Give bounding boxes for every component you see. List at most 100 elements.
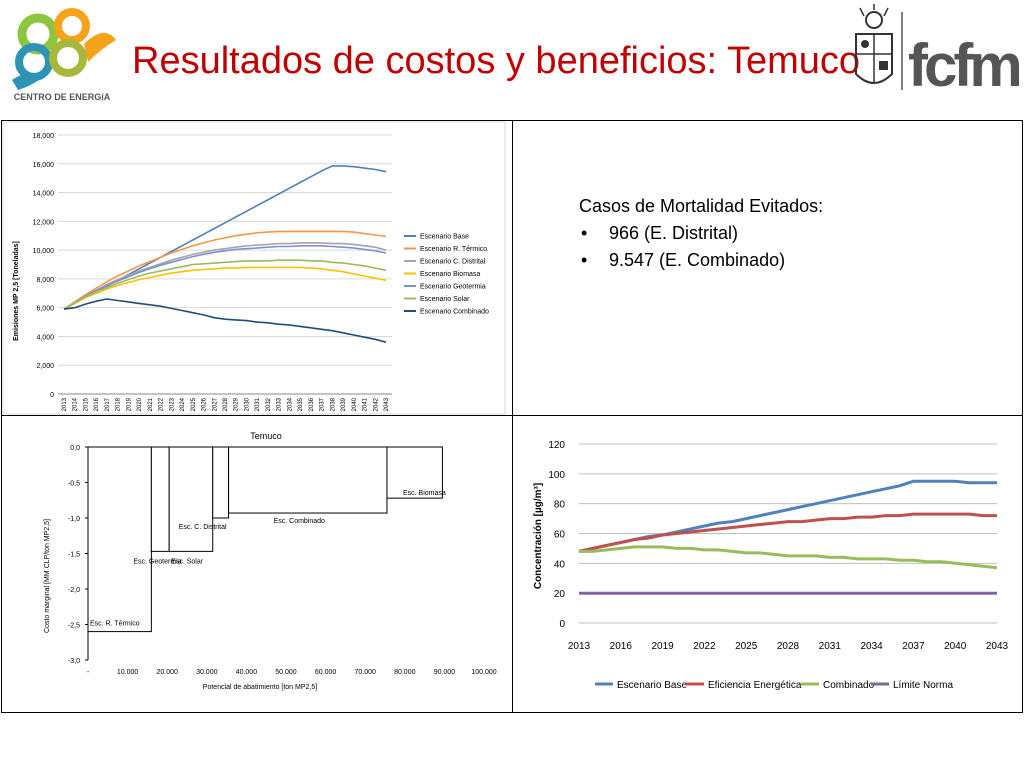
x-tick-label: 2043 bbox=[986, 641, 1009, 652]
mac-bar bbox=[386, 446, 443, 499]
x-tick-label: 2036 bbox=[309, 397, 315, 411]
y-tick-label: 120 bbox=[548, 440, 565, 451]
y-tick-label: -2,5 bbox=[68, 623, 80, 630]
legend-label: Escenario C. Distrital bbox=[420, 259, 486, 266]
series-line bbox=[63, 242, 387, 310]
series-line bbox=[578, 512, 997, 553]
x-tick-label: 2031 bbox=[255, 397, 261, 411]
x-tick-label: 2022 bbox=[693, 641, 716, 652]
y-tick-label: 2,000 bbox=[36, 363, 54, 370]
legend-label: Escenario Combinado bbox=[420, 309, 489, 316]
x-tick-label: 2023 bbox=[169, 397, 175, 411]
y-tick-label: 16,000 bbox=[33, 162, 55, 169]
mac-bar bbox=[150, 446, 170, 552]
mortality-item: 9.547 (E. Combinado) bbox=[581, 247, 823, 274]
y-tick-label: 80 bbox=[554, 500, 566, 511]
x-tick-label: 100.000 bbox=[471, 669, 496, 676]
x-tick-label: 10.000 bbox=[117, 669, 139, 676]
x-tick-label: 2028 bbox=[777, 641, 800, 652]
x-tick-label: 2016 bbox=[94, 397, 100, 411]
x-tick-label: 2016 bbox=[610, 641, 633, 652]
legend-label: Límite Norma bbox=[893, 680, 953, 691]
x-tick-label: 2029 bbox=[234, 397, 240, 411]
x-tick-label: 2025 bbox=[735, 641, 758, 652]
mortality-item: 966 (E. Distrital) bbox=[581, 220, 823, 247]
series-line bbox=[63, 245, 387, 310]
mac-bar bbox=[87, 446, 152, 633]
y-tick-label: 10,000 bbox=[33, 248, 55, 255]
x-tick-label: 2028 bbox=[223, 397, 229, 411]
x-tick-label: 80.000 bbox=[394, 669, 416, 676]
y-tick-label: 18,000 bbox=[33, 133, 55, 140]
x-tick-label: 2025 bbox=[191, 397, 197, 411]
x-tick-label: 2037 bbox=[902, 641, 925, 652]
bar-label: Esc. Geotermia bbox=[133, 558, 181, 565]
x-tick-label: 40.000 bbox=[236, 669, 258, 676]
x-tick-label: 2021 bbox=[148, 397, 154, 411]
series-line bbox=[578, 479, 997, 553]
y-tick-label: 14,000 bbox=[33, 191, 55, 198]
concentration-chart-panel: 0 20 40 60 80 100 120 2013 2016 2019 2022 2025 2028… bbox=[512, 415, 1023, 713]
x-tick-label: 2017 bbox=[105, 397, 111, 411]
x-tick-label: 2019 bbox=[126, 397, 132, 411]
logo-left-text: CENTRO DE ENERGíA bbox=[14, 92, 111, 102]
fcfm-logo: fcfm bbox=[850, 4, 1023, 99]
mac-bar bbox=[212, 446, 230, 519]
x-tick-label: 70.000 bbox=[354, 669, 376, 676]
x-tick-label: 2027 bbox=[212, 397, 218, 411]
logo-right-text: fcfm bbox=[908, 32, 1019, 96]
emissions-chart: 0 2,000 4,000 6,000 8,000 10,000 12,000 14,000 1… bbox=[2, 121, 506, 415]
x-tick-label: 2040 bbox=[944, 641, 967, 652]
series-line bbox=[579, 545, 998, 570]
series-line bbox=[63, 259, 387, 310]
mortality-panel: Casos de Mortalidad Evitados: 966 (E. Di… bbox=[512, 120, 1023, 416]
x-tick-label: 2031 bbox=[819, 641, 842, 652]
mac-x-axis-label: Potencial de abatimiento [ton MP2,5] bbox=[203, 684, 317, 691]
legend-label: Escenario Solar bbox=[420, 296, 470, 303]
mac-chart-title: Temuco bbox=[250, 431, 282, 441]
y-tick-label: 20 bbox=[554, 589, 566, 600]
y-tick-label: 40 bbox=[554, 559, 566, 570]
y-tick-label: 8,000 bbox=[36, 277, 54, 284]
mac-chart: Temuco 0,0 -0,5 -1,0 -1,5 -2,0 -2,5 -3,0 - 10.0… bbox=[44, 431, 497, 691]
x-tick-label: 2038 bbox=[330, 397, 336, 411]
y-tick-label: 6,000 bbox=[36, 306, 54, 313]
legend-label: Escenario Base bbox=[617, 680, 687, 691]
bar-label: Esc. Combinado bbox=[274, 518, 325, 525]
x-tick-label: 2014 bbox=[73, 397, 79, 411]
x-tick-label: 60.000 bbox=[315, 669, 337, 676]
x-tick-label: 90.000 bbox=[434, 669, 456, 676]
x-tick-label: 2043 bbox=[384, 397, 390, 411]
x-tick-label: 20.000 bbox=[156, 669, 178, 676]
x-tick-label: 2040 bbox=[352, 397, 358, 411]
x-tick-label: 2034 bbox=[860, 641, 883, 652]
x-tick-label: 2015 bbox=[83, 397, 89, 411]
x-tick-label: 2018 bbox=[116, 397, 122, 411]
x-tick-label: 30.000 bbox=[196, 669, 218, 676]
x-tick-label: 50.000 bbox=[275, 669, 297, 676]
y-tick-label: 0 bbox=[50, 392, 54, 399]
x-tick-label: 2035 bbox=[298, 397, 304, 411]
x-tick-label: 2033 bbox=[277, 397, 283, 411]
slide-title: Resultados de costos y beneficios: Temuc… bbox=[132, 40, 861, 82]
bar-label: Esc. C. Distrital bbox=[179, 524, 227, 531]
centro-energia-logo: CENTRO DE ENERGíA bbox=[4, 4, 124, 104]
x-tick-label: 2024 bbox=[180, 397, 186, 411]
university-crest-icon bbox=[855, 4, 893, 84]
x-tick-label: 2022 bbox=[159, 397, 165, 411]
y-tick-label: 0,0 bbox=[70, 445, 80, 452]
y-tick-label: 60 bbox=[554, 530, 566, 541]
y-tick-label: 12,000 bbox=[33, 219, 55, 226]
x-tick-label: 2030 bbox=[244, 397, 250, 411]
mac-y-axis-label: Costo marginal [MM CLP/ton MP2,5] bbox=[44, 519, 51, 633]
bar-label: Esc. Biomasa bbox=[403, 490, 446, 497]
legend-label: Escenario R. Térmico bbox=[420, 246, 487, 253]
y-tick-label: -0,5 bbox=[68, 481, 80, 488]
emissions-y-axis-label: Emisiones MP 2,5 [Toneladas] bbox=[13, 241, 20, 341]
x-tick-label: 2019 bbox=[651, 641, 674, 652]
legend-label: Escenario Biomasa bbox=[420, 271, 480, 278]
x-tick-label: 2026 bbox=[202, 397, 208, 411]
mac-bar bbox=[168, 446, 214, 552]
legend-label: Escenario Geotermia bbox=[420, 284, 486, 291]
